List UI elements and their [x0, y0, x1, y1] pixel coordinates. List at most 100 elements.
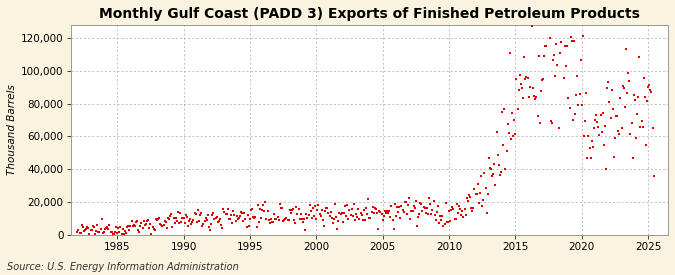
Point: [478, 197, 489, 202]
Point: [602, 86, 613, 90]
Point: [83, 226, 94, 230]
Point: [229, 213, 240, 217]
Point: [323, 211, 334, 216]
Point: [72, 230, 83, 234]
Point: [161, 226, 172, 230]
Point: [273, 218, 284, 222]
Point: [74, 230, 85, 235]
Point: [305, 209, 316, 213]
Point: [311, 217, 322, 221]
Point: [469, 187, 480, 191]
Point: [317, 208, 327, 213]
Point: [275, 205, 286, 210]
Point: [441, 220, 452, 224]
Point: [88, 225, 99, 229]
Point: [175, 211, 186, 215]
Point: [459, 207, 470, 211]
Title: Monthly Gulf Coast (PADD 3) Exports of Finished Petroleum Products: Monthly Gulf Coast (PADD 3) Exports of F…: [99, 7, 640, 21]
Point: [148, 227, 159, 232]
Point: [425, 202, 435, 206]
Point: [584, 146, 595, 150]
Point: [211, 215, 222, 219]
Point: [583, 134, 594, 138]
Point: [449, 216, 460, 221]
Point: [417, 209, 428, 213]
Point: [630, 136, 641, 140]
Point: [480, 186, 491, 190]
Point: [648, 174, 659, 178]
Point: [632, 95, 643, 99]
Point: [197, 224, 208, 229]
Point: [250, 214, 261, 219]
Point: [460, 213, 471, 217]
Point: [616, 126, 627, 130]
Point: [277, 219, 288, 223]
Point: [578, 34, 589, 38]
Point: [293, 207, 304, 211]
Point: [232, 217, 243, 221]
Point: [535, 121, 545, 125]
Point: [207, 213, 217, 218]
Point: [158, 223, 169, 228]
Point: [624, 79, 634, 84]
Point: [263, 218, 274, 223]
Point: [406, 209, 416, 214]
Point: [455, 206, 466, 211]
Point: [475, 191, 485, 195]
Point: [547, 58, 558, 62]
Point: [248, 215, 259, 219]
Point: [415, 201, 426, 205]
Point: [637, 125, 648, 129]
Point: [379, 214, 389, 219]
Point: [456, 213, 466, 218]
Point: [265, 221, 275, 225]
Point: [180, 220, 190, 225]
Point: [604, 100, 615, 104]
Point: [265, 217, 276, 221]
Point: [467, 208, 478, 213]
Point: [393, 210, 404, 215]
Point: [92, 222, 103, 227]
Point: [116, 232, 127, 236]
Point: [190, 211, 201, 216]
Point: [145, 222, 156, 226]
Point: [209, 216, 220, 221]
Point: [186, 222, 196, 226]
Point: [535, 89, 546, 94]
Point: [159, 219, 170, 223]
Point: [464, 195, 475, 199]
Point: [227, 220, 238, 225]
Point: [565, 35, 576, 39]
Point: [204, 225, 215, 230]
Point: [483, 156, 494, 160]
Point: [545, 119, 556, 123]
Point: [523, 95, 534, 99]
Point: [446, 208, 456, 212]
Point: [514, 72, 525, 77]
Point: [296, 211, 306, 216]
Point: [571, 92, 582, 97]
Point: [610, 136, 620, 140]
Point: [200, 216, 211, 220]
Point: [483, 192, 493, 196]
Point: [428, 199, 439, 204]
Point: [395, 216, 406, 220]
Point: [606, 88, 617, 92]
Point: [405, 217, 416, 221]
Point: [147, 225, 158, 229]
Point: [121, 230, 132, 235]
Point: [339, 210, 350, 215]
Point: [246, 207, 257, 211]
Point: [497, 110, 508, 114]
Point: [177, 216, 188, 220]
Point: [336, 211, 347, 215]
Point: [485, 167, 496, 172]
Point: [412, 215, 423, 219]
Point: [599, 143, 610, 148]
Point: [409, 206, 420, 210]
Point: [416, 202, 427, 206]
Point: [84, 232, 95, 236]
Point: [466, 206, 477, 210]
Point: [314, 212, 325, 217]
Point: [351, 211, 362, 216]
